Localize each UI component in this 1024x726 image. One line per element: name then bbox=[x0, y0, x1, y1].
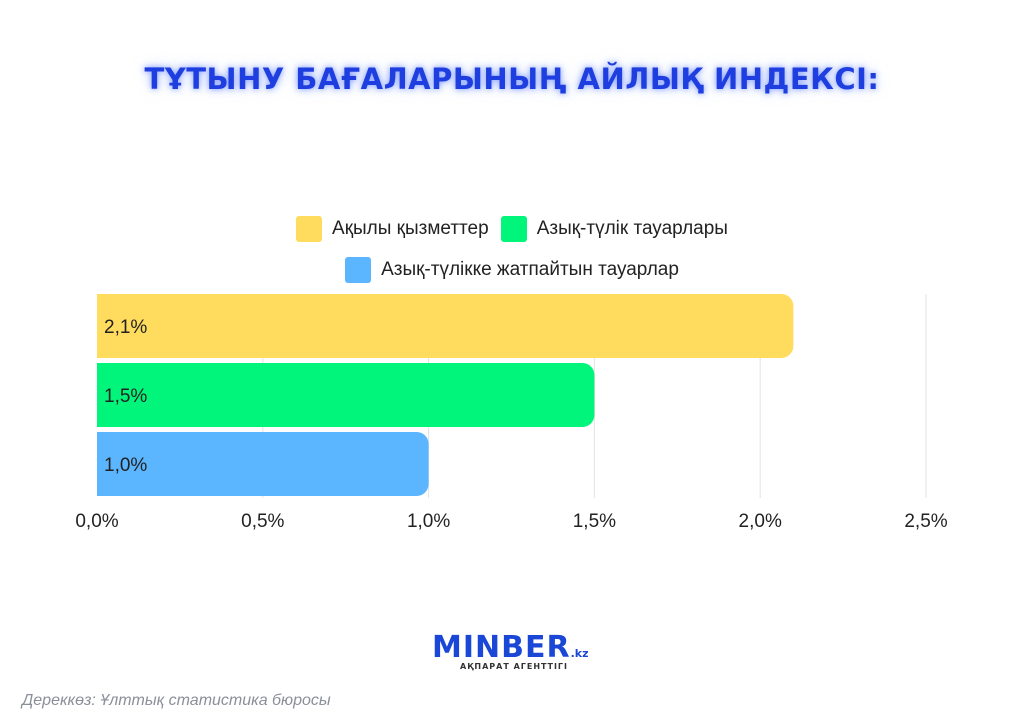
x-tick-label: 2,5% bbox=[904, 511, 947, 532]
x-tick-label: 0,5% bbox=[241, 511, 284, 532]
x-tick-label: 0,0% bbox=[75, 511, 118, 532]
data-label: 1,0% bbox=[104, 455, 147, 476]
bar bbox=[97, 294, 794, 358]
source-note: Дереккөз: Ұлттық статистика бюросы bbox=[22, 692, 331, 709]
legend-row-2: Азық-түлікке жатпайтын тауарлар bbox=[0, 257, 1024, 283]
minber-logo: MINBER.kz АҚПАРАТ АГЕНТТІГІ bbox=[432, 630, 592, 672]
x-tick-label: 1,0% bbox=[407, 511, 450, 532]
data-label: 2,1% bbox=[104, 317, 147, 338]
logo-suffix: .kz bbox=[570, 647, 589, 660]
chart-title: ТҰТЫНУ БАҒАЛАРЫНЫҢ АЙЛЫҚ ИНДЕКСІ: bbox=[144, 62, 880, 96]
legend-row-1: Ақылы қызметтер Азық-түлік тауарлары bbox=[0, 216, 1024, 242]
data-label: 1,5% bbox=[104, 386, 147, 407]
legend-swatch-paid-services bbox=[296, 216, 323, 242]
legend-item-non-food-goods: Азық-түлікке жатпайтын тауарлар bbox=[345, 257, 679, 283]
legend-swatch-non-food-goods bbox=[345, 257, 372, 283]
x-tick-label: 2,0% bbox=[739, 511, 782, 532]
bar bbox=[97, 432, 429, 496]
logo-tagline: АҚПАРАТ АГЕНТТІГІ bbox=[460, 662, 568, 671]
legend-label-paid-services: Ақылы қызметтер bbox=[332, 218, 489, 239]
legend-label-food-goods: Азық-түлік тауарлары bbox=[536, 218, 728, 239]
logo-name: MINBER bbox=[432, 630, 571, 665]
legend-item-food-goods: Азық-түлік тауарлары bbox=[500, 216, 728, 242]
bar bbox=[97, 363, 595, 427]
x-tick-label: 1,5% bbox=[573, 511, 616, 532]
legend-swatch-food-goods bbox=[500, 216, 527, 242]
legend-item-paid-services: Ақылы қызметтер bbox=[296, 216, 489, 242]
legend-label-non-food-goods: Азық-түлікке жатпайтын тауарлар bbox=[381, 259, 679, 280]
